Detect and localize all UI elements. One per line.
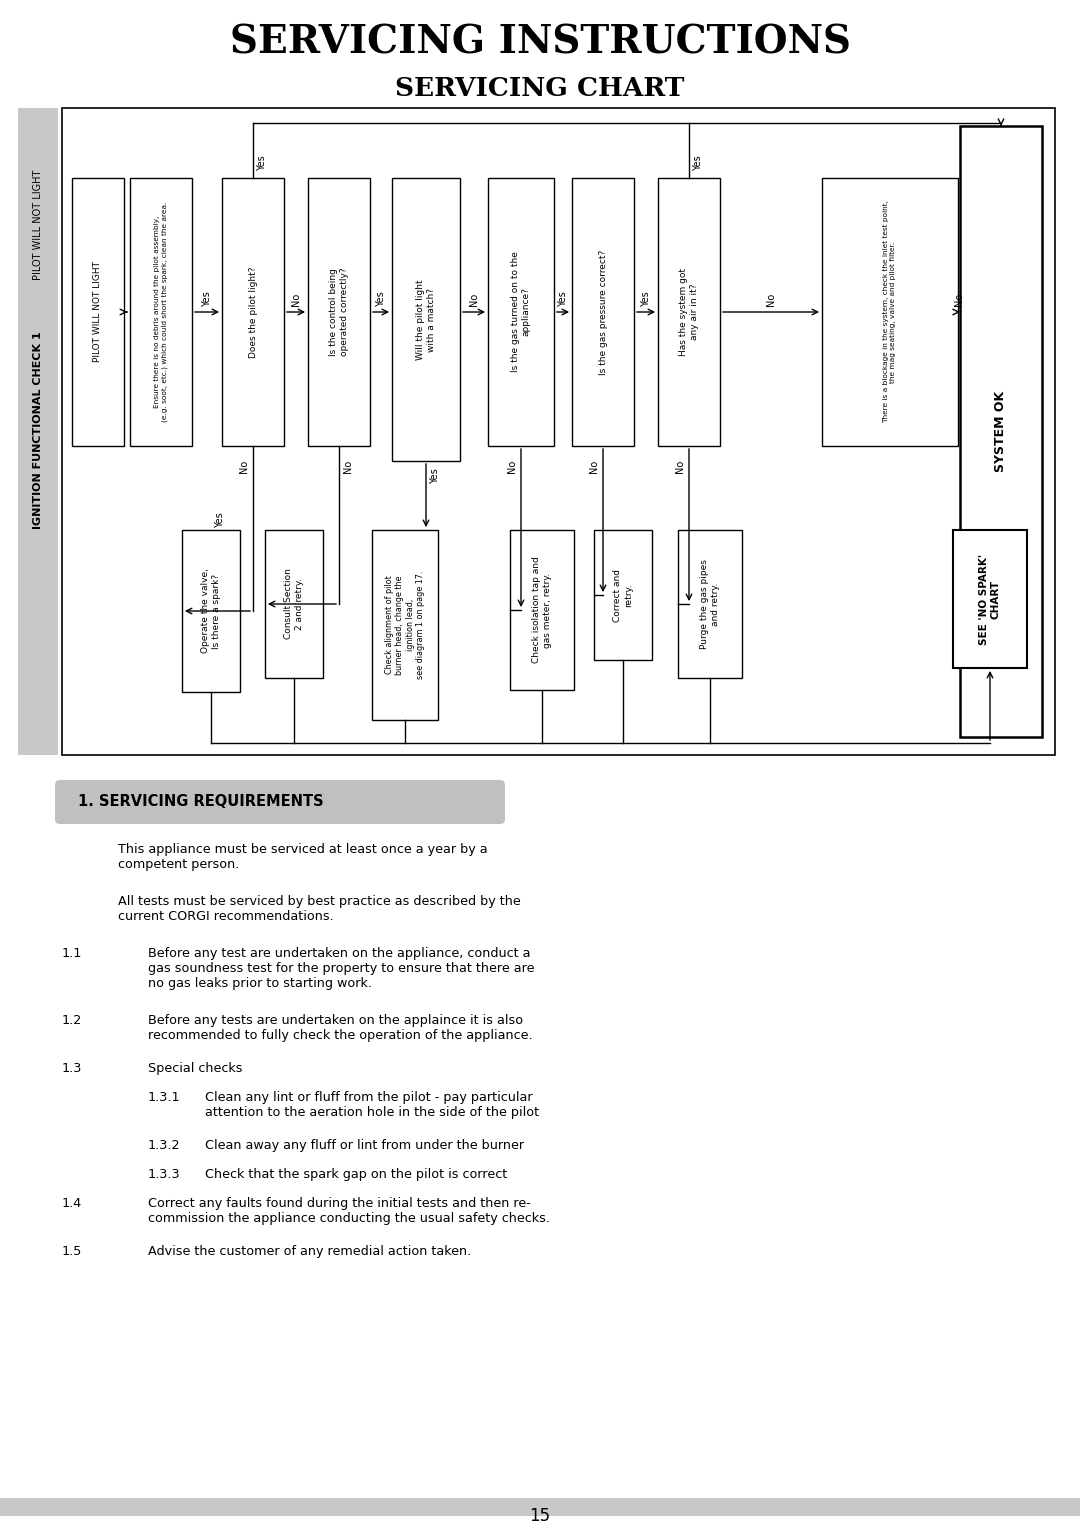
Bar xyxy=(510,530,573,691)
Text: Will the pilot light
with a match?: Will the pilot light with a match? xyxy=(416,280,435,361)
Text: 1. SERVICING REQUIREMENTS: 1. SERVICING REQUIREMENTS xyxy=(78,795,324,810)
Text: SEE 'NO SPARK'
CHART: SEE 'NO SPARK' CHART xyxy=(980,553,1001,645)
Text: Consult Section
2 and retry.: Consult Section 2 and retry. xyxy=(284,568,303,639)
Text: SERVICING CHART: SERVICING CHART xyxy=(395,75,685,101)
Bar xyxy=(18,108,58,755)
Text: No: No xyxy=(766,292,777,306)
Text: No: No xyxy=(239,460,249,472)
Text: SYSTEM OK: SYSTEM OK xyxy=(995,391,1008,472)
Bar xyxy=(488,177,554,446)
Text: Is the gas turned on to the
appliance?: Is the gas turned on to the appliance? xyxy=(511,252,530,373)
Text: Yes: Yes xyxy=(430,468,440,484)
Text: Check alignment of pilot
burner head, change the
ignition lead,
see diagram 1 on: Check alignment of pilot burner head, ch… xyxy=(384,571,426,678)
Bar xyxy=(72,177,124,446)
Bar xyxy=(308,177,370,446)
Text: Is the control being
operated correctly?: Is the control being operated correctly? xyxy=(329,267,349,356)
Text: No: No xyxy=(954,292,964,306)
Text: IGNITION FUNCTIONAL CHECK 1: IGNITION FUNCTIONAL CHECK 1 xyxy=(33,332,43,529)
Text: Yes: Yes xyxy=(257,156,267,171)
Text: No: No xyxy=(589,460,599,472)
Text: 1.3.2: 1.3.2 xyxy=(148,1138,180,1152)
Bar xyxy=(822,177,958,446)
Bar xyxy=(678,530,742,678)
Text: Yes: Yes xyxy=(642,292,651,307)
Text: Check that the spark gap on the pilot is correct: Check that the spark gap on the pilot is… xyxy=(205,1167,508,1181)
Text: Clean away any fluff or lint from under the burner: Clean away any fluff or lint from under … xyxy=(205,1138,524,1152)
Text: There is a blockage in the system, check the inlet test point,
the mag seating, : There is a blockage in the system, check… xyxy=(883,200,896,423)
Text: No: No xyxy=(675,460,685,472)
Text: Yes: Yes xyxy=(215,512,225,527)
Bar xyxy=(594,530,652,660)
Bar xyxy=(265,530,323,678)
Text: All tests must be serviced by best practice as described by the
current CORGI re: All tests must be serviced by best pract… xyxy=(118,895,521,923)
Text: Check isolation tap and
gas meter, retry.: Check isolation tap and gas meter, retry… xyxy=(532,556,552,663)
Text: 1.5: 1.5 xyxy=(62,1245,82,1258)
Text: Correct any faults found during the initial tests and then re-
commission the ap: Correct any faults found during the init… xyxy=(148,1196,550,1225)
Bar xyxy=(953,530,1027,668)
Bar xyxy=(130,177,192,446)
Text: 1.3.1: 1.3.1 xyxy=(148,1091,180,1105)
Text: Before any tests are undertaken on the applaince it is also
recommended to fully: Before any tests are undertaken on the a… xyxy=(148,1015,532,1042)
Text: 1.1: 1.1 xyxy=(62,947,82,960)
Text: 1.3.3: 1.3.3 xyxy=(148,1167,180,1181)
Text: Operate the valve,
Is there a spark?: Operate the valve, Is there a spark? xyxy=(201,568,220,654)
Text: No: No xyxy=(469,292,480,306)
Bar xyxy=(572,177,634,446)
Text: SERVICING INSTRUCTIONS: SERVICING INSTRUCTIONS xyxy=(229,23,851,61)
Bar xyxy=(0,1497,1080,1516)
Text: Yes: Yes xyxy=(693,156,703,171)
Bar xyxy=(658,177,720,446)
Text: 1.2: 1.2 xyxy=(62,1015,82,1027)
Bar xyxy=(183,530,240,692)
Bar xyxy=(392,177,460,461)
Bar xyxy=(222,177,284,446)
Text: No: No xyxy=(291,292,301,306)
Text: Before any test are undertaken on the appliance, conduct a
gas soundness test fo: Before any test are undertaken on the ap… xyxy=(148,947,535,990)
Text: Advise the customer of any remedial action taken.: Advise the customer of any remedial acti… xyxy=(148,1245,471,1258)
FancyBboxPatch shape xyxy=(55,779,505,824)
Text: PILOT WILL NOT LIGHT: PILOT WILL NOT LIGHT xyxy=(94,261,103,362)
Text: Ensure there is no debris around the pilot assembly,
(e.g. soot, etc.) which cou: Ensure there is no debris around the pil… xyxy=(154,202,167,422)
Text: 1.4: 1.4 xyxy=(62,1196,82,1210)
Text: Correct and
retry.: Correct and retry. xyxy=(613,568,633,622)
Text: 1.3: 1.3 xyxy=(62,1062,82,1076)
Text: Has the system got
any air in it?: Has the system got any air in it? xyxy=(679,267,699,356)
Text: This appliance must be serviced at least once a year by a
competent person.: This appliance must be serviced at least… xyxy=(118,843,488,871)
Text: No: No xyxy=(507,460,517,472)
Text: Yes: Yes xyxy=(376,292,386,307)
Text: Purge the gas pipes
and retry.: Purge the gas pipes and retry. xyxy=(700,559,719,649)
Text: Yes: Yes xyxy=(202,292,212,307)
Bar xyxy=(372,530,438,720)
Text: 15: 15 xyxy=(529,1507,551,1525)
Text: Clean any lint or fluff from the pilot - pay particular
attention to the aeratio: Clean any lint or fluff from the pilot -… xyxy=(205,1091,539,1118)
Text: PILOT WILL NOT LIGHT: PILOT WILL NOT LIGHT xyxy=(33,170,43,280)
Text: Is the gas pressure correct?: Is the gas pressure correct? xyxy=(598,249,607,374)
Bar xyxy=(62,108,1055,755)
Text: Special checks: Special checks xyxy=(148,1062,243,1076)
Text: Yes: Yes xyxy=(558,292,568,307)
Text: Does the pilot light?: Does the pilot light? xyxy=(248,266,257,358)
Text: No: No xyxy=(343,460,353,472)
Bar xyxy=(960,125,1042,736)
